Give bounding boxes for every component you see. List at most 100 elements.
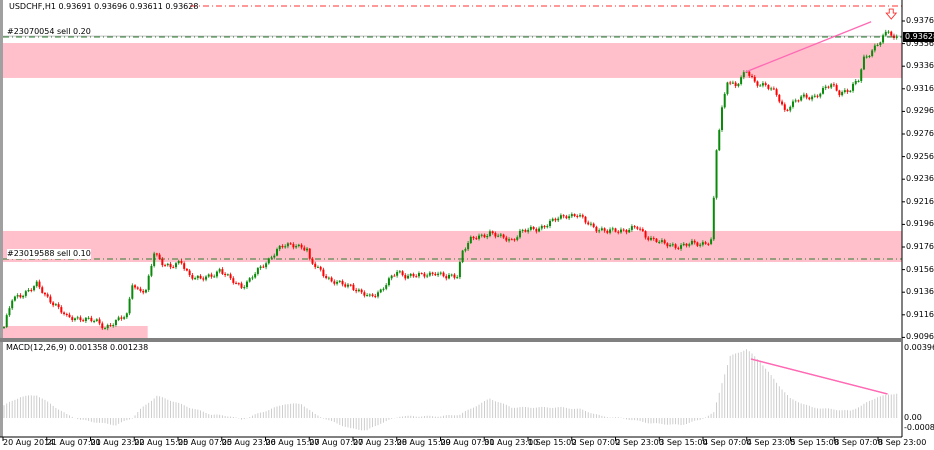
candle-body [385,285,388,289]
candle-body [488,231,491,236]
time-axis-label: 28 Aug 15:00 [396,438,451,447]
candle-body [316,266,319,268]
candle-body [630,226,633,230]
candle-body [873,45,876,51]
candle-body [68,314,71,318]
candle-body [723,93,726,108]
candle-body [576,215,579,217]
price-trendline [745,21,872,73]
candle-body [368,294,371,296]
candle-body [677,247,680,249]
candle-body [226,274,229,276]
candle-body [658,241,661,243]
candle-body [494,233,497,237]
candle-body [802,94,805,97]
candle-body [671,244,674,246]
candle-body [207,274,210,277]
candle-body [650,237,653,240]
candle-body [393,275,396,277]
candle-body [871,50,874,57]
candle-body [270,257,273,259]
candle-body [333,281,336,284]
supply-demand-zone [3,43,902,78]
candle-body [16,295,19,297]
candle-body [240,283,243,288]
candle-body [191,275,194,279]
candle-body [24,291,27,296]
candle-body [284,246,287,248]
candle-body [895,36,898,38]
candle-body [712,197,715,240]
candle-body [112,325,115,327]
candle-body [581,215,584,217]
candle-body [647,237,650,240]
price-axis-label: 0.92165 [906,196,934,206]
candle-body [579,215,582,217]
candle-body [805,94,808,98]
candle-body [355,289,358,292]
candle-body [319,266,322,270]
candle-body [696,242,699,246]
candle-body [737,83,740,87]
candle-body [125,313,128,318]
candle-body [633,226,636,228]
candle-body [213,276,216,278]
candle-body [625,230,628,233]
candle-body [84,317,87,322]
time-axis-label: 4 Sep 23:00 [746,438,796,447]
candle-body [759,85,762,87]
candle-body [292,244,295,248]
macd-axis-top: 0.003962 [904,343,934,352]
order-label-23019588: #23019588 sell 0.10 [7,248,91,259]
candle-body [816,95,819,97]
candle-body [109,325,112,327]
candle-body [303,247,306,251]
candle-body [549,220,551,227]
price-axis-label: 0.93765 [906,16,934,25]
time-axis-label: 5 Sep 15:00 [790,438,839,447]
candle-body [480,234,483,236]
candle-body [570,214,573,217]
candle-body [11,300,14,309]
candle-body [600,228,603,231]
candle-body [748,71,751,76]
candle-body [311,258,314,264]
candle-body [786,109,789,111]
candle-body [27,289,30,292]
candle-body [30,289,33,291]
candle-body [49,296,52,303]
time-axis-label: 21 Aug 07:00 [46,438,101,447]
candle-body [876,44,879,46]
candle-body [508,239,511,241]
candle-body [54,304,57,306]
candle-body [248,278,251,282]
candle-body [224,273,227,276]
candle-body [827,86,830,88]
candle-body [764,83,767,86]
candle-body [486,235,489,238]
candle-body [890,31,893,36]
candle-body [41,287,44,293]
price-axis-label: 0.93565 [906,38,934,48]
candle-body [114,320,117,326]
candle-body [390,275,393,279]
candle-body [726,82,729,94]
candle-body [256,268,259,274]
candle-body [538,228,541,232]
candle-body [46,294,49,297]
price-axis-label: 0.93365 [906,61,934,71]
price-axis-label: 0.92965 [906,106,934,116]
candle-body [546,226,549,228]
candle-body [134,285,137,288]
candle-body [131,285,134,299]
candle-body [428,272,431,276]
candle-body [628,229,631,233]
candle-body [215,271,218,277]
candle-body [262,266,265,268]
candle-body [360,289,363,293]
candle-body [731,82,734,84]
candle-body [663,240,666,244]
candle-body [188,270,191,276]
candle-body [838,90,841,96]
